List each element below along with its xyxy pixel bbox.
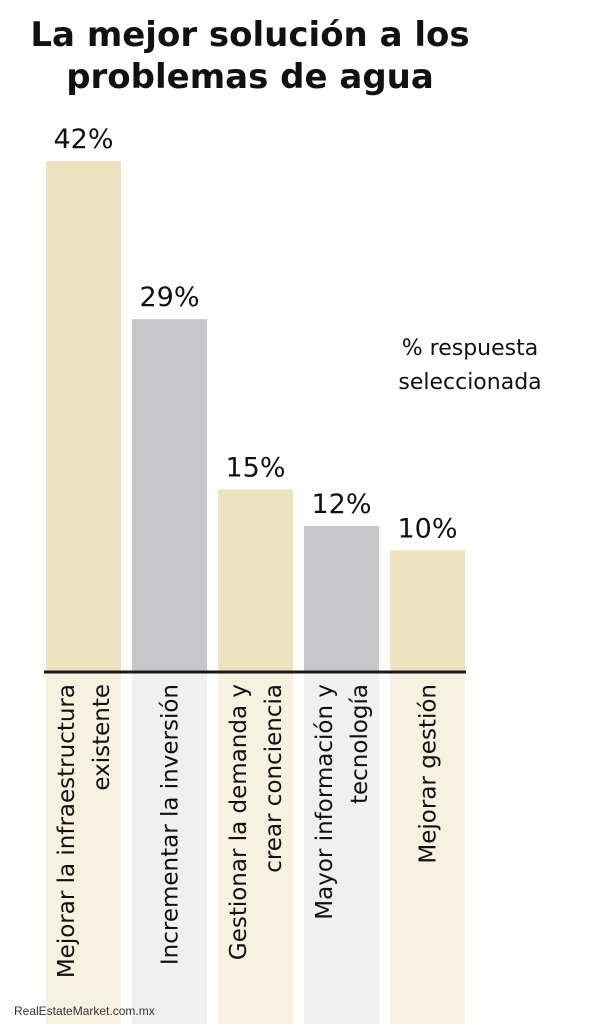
category-label-line: tecnología xyxy=(347,684,373,804)
data-label: 15% xyxy=(225,453,285,484)
data-label: 29% xyxy=(139,282,199,313)
category-label: Mejorar la infraestructura existente xyxy=(54,684,115,978)
category-label-line: Mejorar gestión xyxy=(416,684,442,864)
category-band xyxy=(218,672,293,1024)
category-label-line: Mayor información y xyxy=(312,684,338,920)
source-credit: RealEstateMarket.com.mx xyxy=(14,1004,155,1018)
category-label-line: Incrementar la inversión xyxy=(158,684,184,965)
category-band xyxy=(390,672,465,1024)
bar xyxy=(390,550,465,672)
category-label-line: Mejorar la infraestructura xyxy=(54,684,80,978)
chart-subtitle: % respuesta seleccionada xyxy=(398,336,542,395)
category-label: Incrementar la inversión xyxy=(158,684,184,965)
category-label: Mejorar gestión xyxy=(416,684,442,864)
bar xyxy=(218,489,293,672)
bar xyxy=(132,319,207,672)
category-band xyxy=(304,672,379,1024)
category-label-line: Gestionar la demanda y xyxy=(226,684,252,960)
data-label: 42% xyxy=(53,124,113,155)
category-label-line: existente xyxy=(89,684,115,791)
category-band xyxy=(46,672,121,1024)
bar xyxy=(304,526,379,672)
chart-title: La mejor solución a los problemas de agu… xyxy=(30,15,470,97)
data-label: 10% xyxy=(397,513,457,544)
category-label: Mayor información y tecnología xyxy=(312,684,373,920)
data-label: 12% xyxy=(311,489,371,520)
category-band xyxy=(132,672,207,1024)
bar xyxy=(46,161,121,672)
category-label-line: crear conciencia xyxy=(261,684,287,873)
category-label: Gestionar la demanda y crear conciencia xyxy=(226,684,287,960)
